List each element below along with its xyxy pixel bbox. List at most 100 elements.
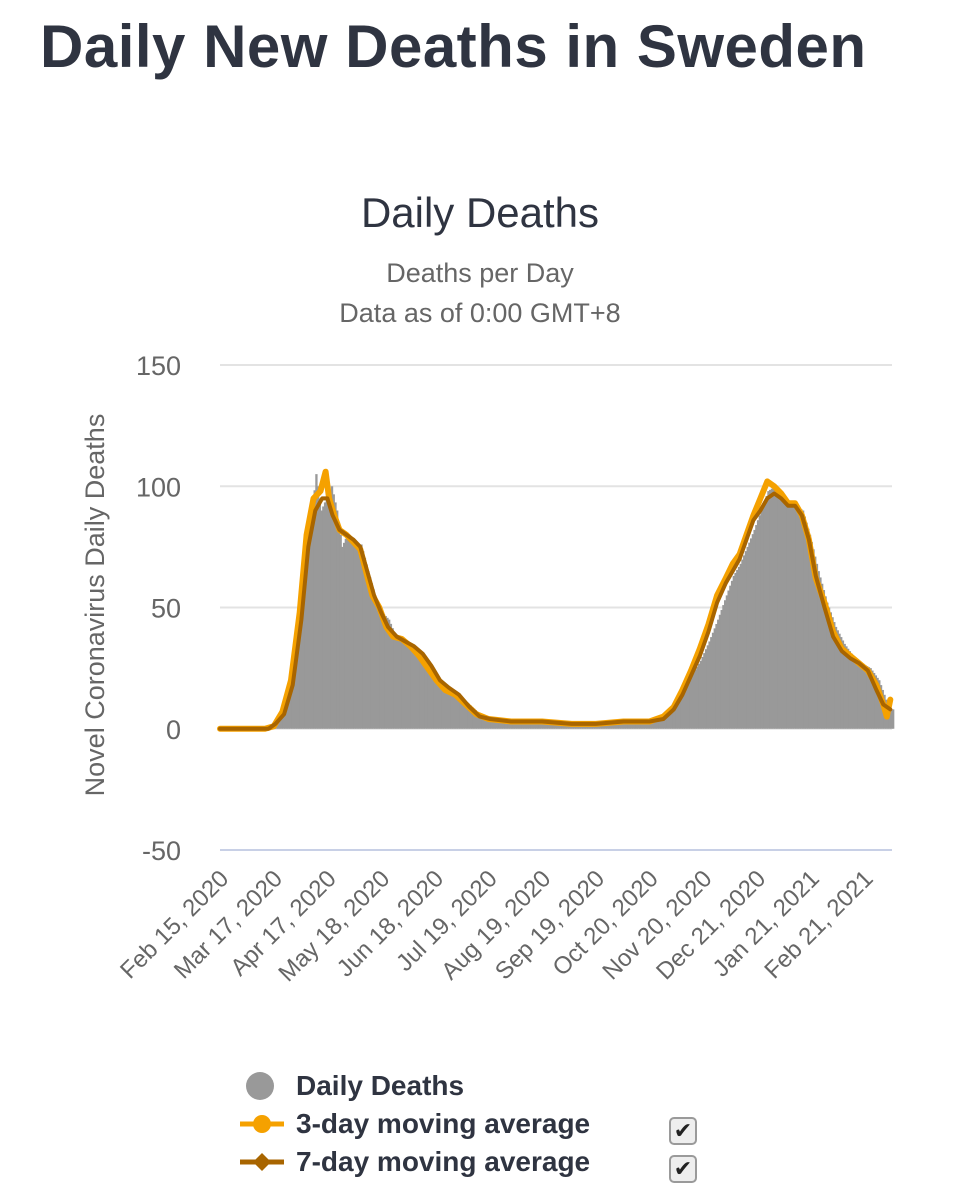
legend-label: Daily Deaths — [296, 1070, 465, 1101]
bar — [604, 723, 607, 729]
bar — [817, 571, 820, 729]
bar — [646, 721, 649, 729]
bar — [504, 721, 507, 729]
bar — [749, 538, 753, 729]
bar — [323, 502, 327, 729]
bar — [329, 490, 332, 729]
line-diamond-marker-icon — [240, 1153, 284, 1171]
bar — [687, 682, 690, 729]
bar — [670, 712, 673, 729]
bar — [827, 607, 831, 729]
bar — [297, 631, 301, 729]
bar — [497, 720, 500, 729]
bar — [453, 694, 457, 729]
bar — [455, 696, 458, 729]
bar — [533, 721, 536, 729]
bar — [452, 693, 455, 729]
bar — [325, 498, 328, 729]
bar — [410, 647, 413, 729]
bar — [362, 551, 365, 729]
moving-average-lines — [217, 468, 894, 732]
bar — [538, 721, 542, 729]
checkbox-3-day-average[interactable]: ✔ — [669, 1117, 697, 1145]
bar — [815, 563, 819, 729]
bar — [318, 498, 322, 729]
bar — [465, 702, 469, 729]
series-line-7-day-average — [218, 491, 893, 731]
bar — [464, 701, 467, 729]
bar — [684, 688, 687, 729]
bar — [315, 474, 318, 729]
bar — [524, 721, 528, 729]
bar — [663, 719, 666, 729]
bar — [820, 583, 824, 729]
bar — [834, 626, 838, 729]
bar — [445, 688, 448, 729]
bar — [507, 721, 510, 729]
bar — [545, 721, 548, 729]
bar — [303, 579, 306, 729]
bar — [422, 654, 425, 729]
bar — [789, 505, 793, 729]
legend-item-daily-deaths[interactable]: Daily Deaths — [240, 1066, 464, 1106]
legend-label: 3-day moving average — [296, 1108, 591, 1139]
bar — [741, 559, 744, 729]
bar — [285, 698, 289, 729]
y-tick-label: 100 — [136, 472, 181, 502]
bar — [725, 595, 729, 729]
bar — [862, 664, 865, 729]
bar — [316, 486, 320, 729]
bar — [602, 723, 606, 729]
bar — [658, 719, 661, 729]
bar — [691, 675, 694, 729]
bar — [334, 502, 337, 729]
bar — [675, 705, 678, 729]
bar — [753, 529, 756, 729]
bar — [332, 494, 335, 729]
bar — [729, 585, 732, 729]
bar — [808, 534, 812, 729]
bar — [412, 648, 415, 729]
bar — [786, 503, 789, 729]
legend-item-7-day-average[interactable]: 7-day moving average — [240, 1142, 590, 1182]
bar — [363, 557, 367, 729]
bar — [805, 522, 808, 729]
bar — [677, 702, 680, 729]
bar — [420, 653, 424, 729]
legend-item-3-day-average[interactable]: 3-day moving average — [240, 1104, 590, 1144]
bar — [471, 706, 474, 729]
bar — [756, 520, 760, 729]
bar — [403, 642, 406, 729]
bar — [836, 630, 839, 729]
bar — [523, 721, 526, 729]
bar — [405, 643, 408, 729]
bar — [493, 720, 496, 729]
bar — [512, 721, 516, 729]
bar — [495, 720, 498, 729]
bar — [528, 721, 531, 729]
page-title: Daily New Deaths in Sweden — [40, 13, 867, 80]
bar — [431, 668, 434, 729]
bar — [313, 490, 316, 729]
bar — [434, 674, 438, 729]
bar — [460, 699, 464, 729]
bar — [765, 495, 768, 729]
bar — [656, 720, 659, 729]
bar — [654, 720, 658, 729]
bar — [291, 675, 294, 729]
bar — [644, 721, 647, 729]
bar — [642, 722, 645, 729]
bar — [542, 721, 545, 729]
bar — [876, 677, 879, 729]
bar — [833, 622, 836, 729]
bar — [616, 723, 619, 729]
bar — [388, 619, 391, 729]
bar — [368, 577, 372, 729]
bar — [736, 569, 739, 729]
y-tick-labels: -50 0 50 100 150 — [136, 351, 181, 866]
bar — [632, 723, 635, 729]
bar — [308, 534, 311, 729]
checkbox-7-day-average[interactable]: ✔ — [669, 1155, 697, 1183]
bar — [426, 659, 429, 729]
